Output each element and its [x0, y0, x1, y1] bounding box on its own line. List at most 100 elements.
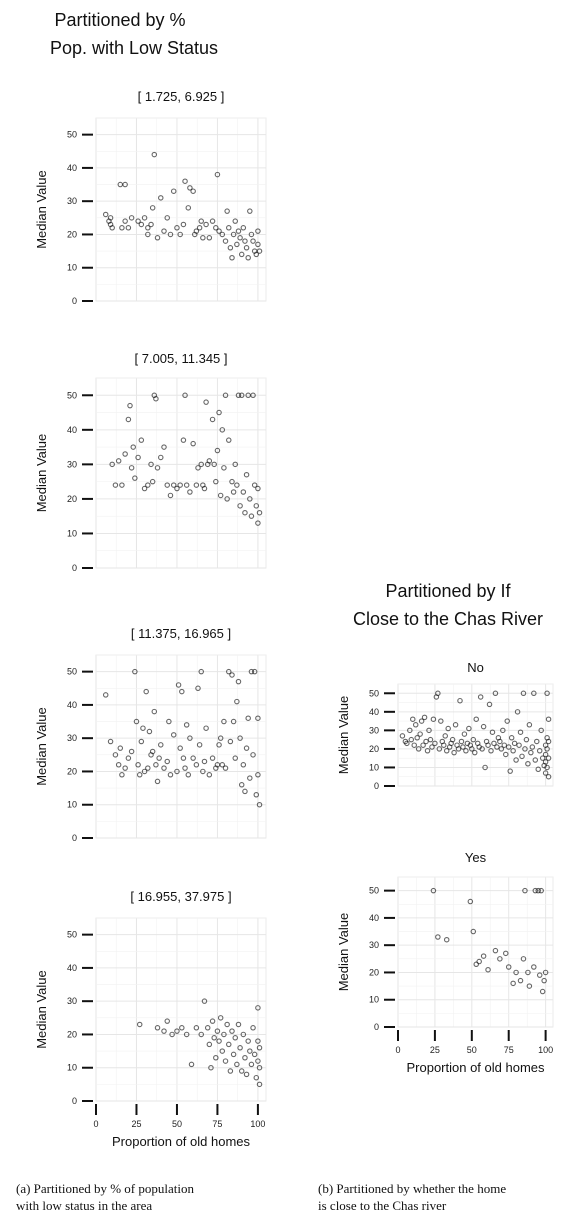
data-point [232, 461, 238, 468]
data-point [532, 887, 539, 894]
data-point [476, 958, 482, 965]
data-point [542, 969, 549, 976]
data-point [237, 503, 243, 509]
data-point [209, 755, 216, 761]
data-point [115, 762, 122, 768]
data-point [411, 742, 417, 748]
data-point [170, 188, 177, 194]
data-point [170, 732, 177, 738]
data-point [107, 738, 114, 745]
panel-title: Yes [465, 850, 487, 865]
x-tick-label: 25 [131, 1119, 141, 1129]
data-point [230, 1051, 237, 1058]
data-point [198, 461, 204, 468]
data-point [479, 746, 485, 752]
data-point [232, 755, 238, 761]
data-point [217, 735, 224, 741]
data-point [541, 977, 547, 984]
data-point [253, 1074, 260, 1081]
data-point [177, 231, 183, 238]
data-point [122, 765, 128, 771]
data-point [488, 748, 494, 754]
data-point [128, 748, 135, 755]
y-tick-label: 50 [369, 688, 379, 698]
data-point [255, 228, 261, 234]
data-point [522, 746, 528, 752]
data-point [242, 788, 248, 795]
data-point [255, 772, 261, 778]
data-point [497, 956, 503, 962]
y-tick-label: 0 [72, 1096, 77, 1106]
data-point [251, 668, 258, 675]
data-point [494, 744, 500, 750]
data-point [154, 465, 161, 471]
data-point [153, 762, 159, 768]
data-point [148, 221, 154, 228]
data-point [438, 718, 444, 724]
y-tick-label: 0 [374, 781, 379, 791]
data-point [122, 181, 128, 188]
data-point [164, 215, 170, 221]
x-tick-label: 50 [172, 1119, 182, 1129]
data-point [148, 461, 154, 468]
data-point [497, 738, 503, 745]
data-point [183, 722, 190, 728]
data-point [153, 395, 159, 402]
data-point [452, 722, 459, 728]
data-point [226, 437, 232, 443]
data-point [179, 688, 185, 695]
data-point [195, 465, 201, 471]
data-point [177, 745, 183, 751]
data-point [174, 768, 180, 775]
y-tick-label: 10 [67, 263, 77, 273]
data-point [250, 1025, 256, 1031]
y-tick-label: 50 [67, 390, 77, 400]
data-point [224, 208, 230, 214]
data-point [466, 725, 472, 732]
data-point [531, 690, 537, 697]
data-point [204, 1025, 211, 1031]
data-point [117, 745, 124, 751]
data-point [256, 509, 263, 516]
panel-background [95, 117, 267, 302]
data-point [190, 755, 196, 761]
panel-title: [ 7.005, 11.345 ] [135, 351, 228, 366]
data-point [240, 225, 247, 231]
data-point [248, 668, 255, 675]
data-point [203, 221, 209, 228]
data-point [219, 762, 226, 768]
data-point [245, 1038, 251, 1044]
panel-background [397, 683, 554, 787]
data-point [200, 768, 206, 775]
data-point [222, 1058, 229, 1064]
data-point [122, 218, 128, 224]
data-point [227, 245, 234, 251]
data-point [216, 1038, 222, 1044]
data-point [149, 478, 156, 485]
panel-title: [ 11.375, 16.965 ] [131, 626, 231, 641]
data-point [138, 738, 145, 745]
data-point [224, 496, 230, 502]
data-point [545, 773, 552, 780]
data-point [436, 746, 443, 752]
data-point [455, 746, 462, 752]
x-tick-label: 50 [467, 1045, 477, 1055]
data-point [214, 447, 221, 454]
data-point [245, 254, 251, 261]
data-point [187, 489, 193, 495]
data-point [154, 235, 161, 241]
y-tick-label: 10 [67, 1063, 77, 1073]
y-tick-label: 20 [369, 967, 379, 977]
data-point [185, 772, 192, 778]
y-axis-label: Median Value [34, 970, 49, 1049]
data-point [449, 736, 456, 743]
data-point [211, 461, 217, 468]
y-tick-label: 20 [67, 1029, 77, 1039]
data-point [141, 768, 148, 775]
data-point [545, 738, 552, 745]
data-point [432, 740, 438, 747]
data-point [510, 748, 516, 754]
data-point [545, 755, 552, 761]
data-point [166, 718, 172, 725]
data-point [222, 765, 229, 771]
